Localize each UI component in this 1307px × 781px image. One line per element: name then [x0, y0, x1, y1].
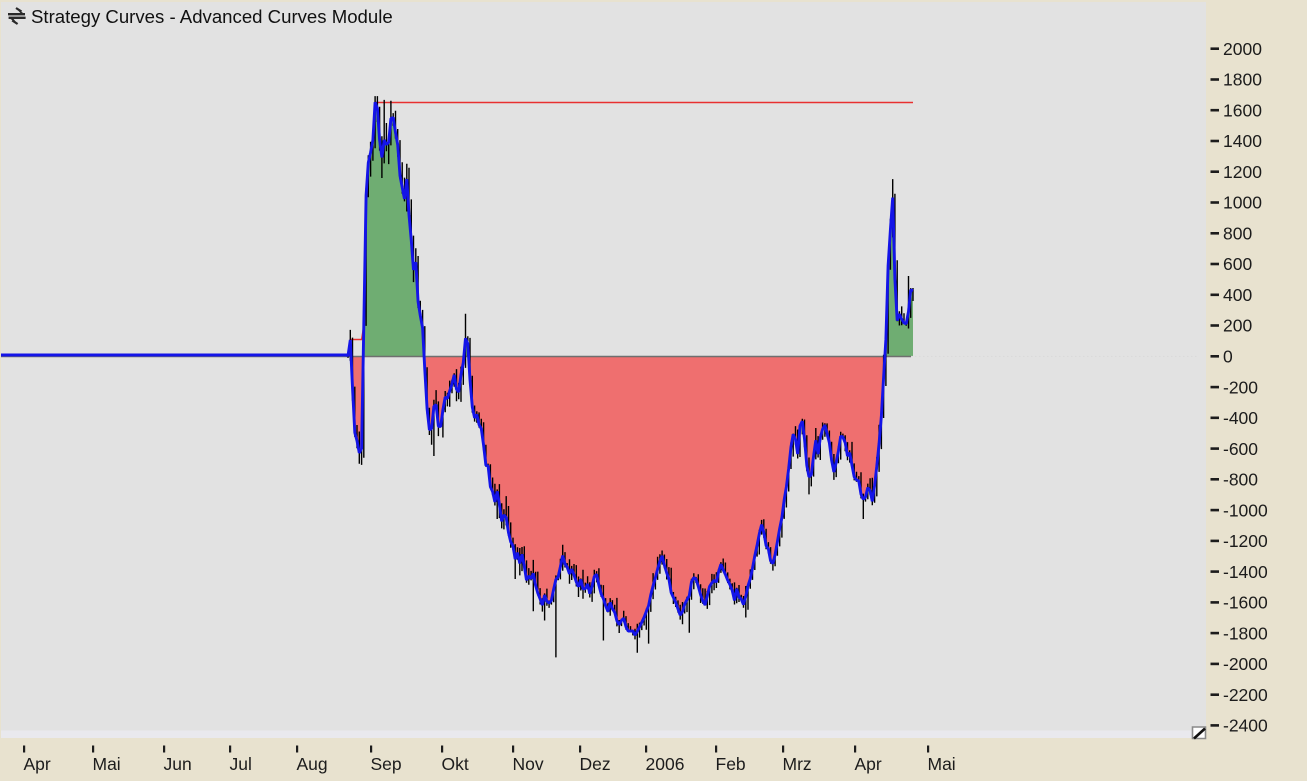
svg-text:Aug: Aug	[297, 754, 328, 774]
svg-text:-600: -600	[1223, 439, 1258, 459]
svg-text:Strategy Curves - Advanced Cur: Strategy Curves - Advanced Curves Module	[31, 6, 393, 27]
svg-text:Sep: Sep	[371, 754, 402, 774]
svg-text:1400: 1400	[1223, 131, 1262, 151]
svg-text:-1000: -1000	[1223, 500, 1268, 520]
svg-text:400: 400	[1223, 285, 1252, 305]
svg-text:-1400: -1400	[1223, 562, 1268, 582]
svg-text:1000: 1000	[1223, 193, 1262, 213]
svg-text:-400: -400	[1223, 408, 1258, 428]
svg-text:600: 600	[1223, 254, 1252, 274]
svg-text:Mai: Mai	[93, 754, 121, 774]
svg-text:1600: 1600	[1223, 100, 1262, 120]
svg-text:2000: 2000	[1223, 39, 1262, 59]
svg-text:Apr: Apr	[24, 754, 51, 774]
svg-text:Dez: Dez	[580, 754, 611, 774]
svg-text:200: 200	[1223, 316, 1252, 336]
svg-text:0: 0	[1223, 347, 1233, 367]
svg-text:Jul: Jul	[230, 754, 252, 774]
svg-text:-2400: -2400	[1223, 716, 1268, 736]
svg-text:Mai: Mai	[928, 754, 956, 774]
svg-text:800: 800	[1223, 224, 1252, 244]
svg-text:1800: 1800	[1223, 70, 1262, 90]
svg-text:-2000: -2000	[1223, 654, 1268, 674]
svg-text:-1800: -1800	[1223, 623, 1268, 643]
svg-text:Apr: Apr	[855, 754, 882, 774]
svg-text:-1200: -1200	[1223, 531, 1268, 551]
svg-text:Nov: Nov	[513, 754, 544, 774]
svg-text:Mrz: Mrz	[783, 754, 812, 774]
svg-text:-2200: -2200	[1223, 685, 1268, 705]
svg-text:1200: 1200	[1223, 162, 1262, 182]
svg-text:Feb: Feb	[716, 754, 746, 774]
svg-text:Okt: Okt	[442, 754, 469, 774]
svg-text:2006: 2006	[646, 754, 685, 774]
svg-text:-200: -200	[1223, 377, 1258, 397]
svg-text:-800: -800	[1223, 470, 1258, 490]
svg-text:-1600: -1600	[1223, 593, 1268, 613]
svg-text:Jun: Jun	[164, 754, 192, 774]
